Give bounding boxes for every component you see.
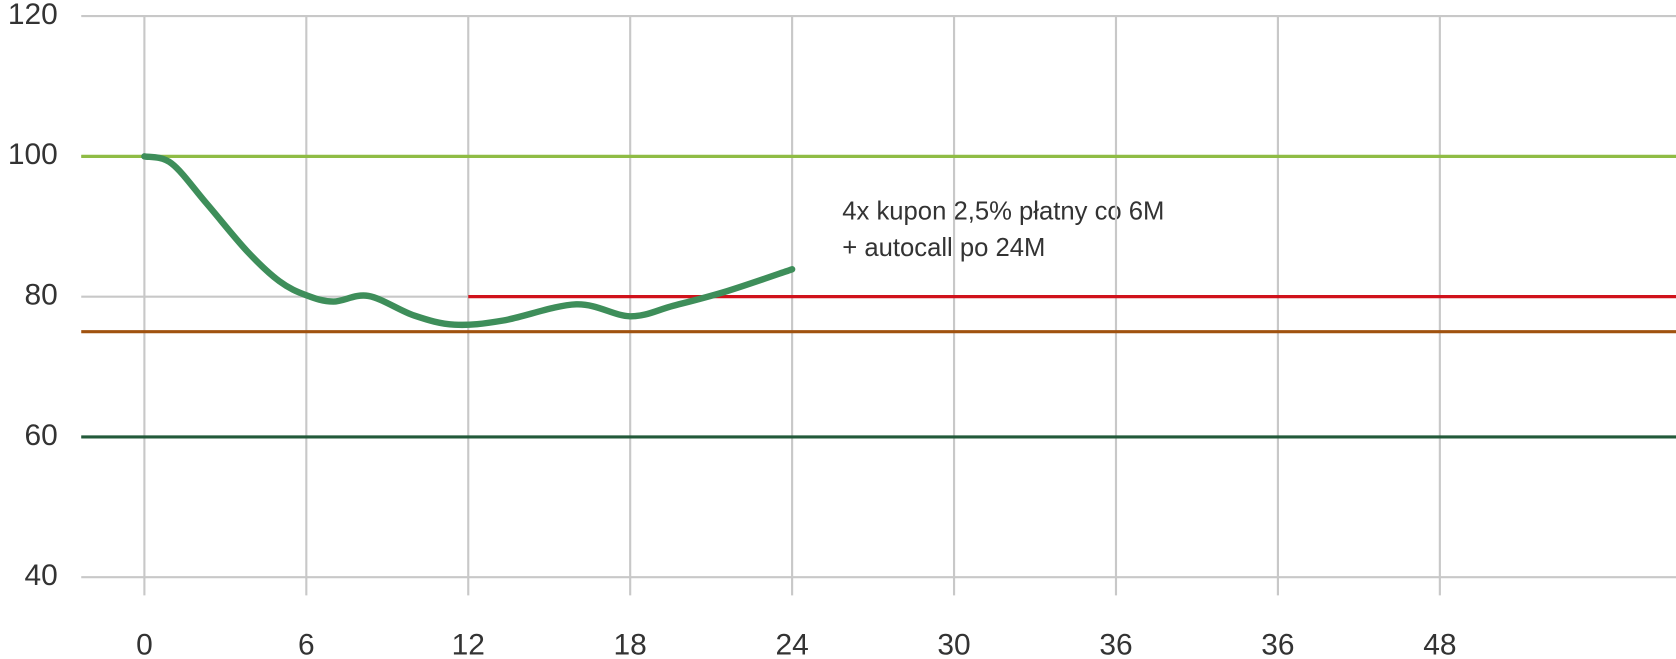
x-tick-label: 48: [1423, 629, 1456, 659]
x-tick-label: 6: [298, 629, 315, 659]
x-tick-label: 30: [937, 629, 970, 659]
x-tick-label: 18: [614, 629, 647, 659]
x-tick-label: 36: [1099, 629, 1132, 659]
y-tick-label: 60: [24, 419, 57, 452]
y-tick-label: 120: [8, 0, 58, 31]
annotation: 4x kupon 2,5% płatny co 6M: [842, 198, 1164, 226]
y-tick-label: 80: [24, 279, 57, 312]
x-tick-label: 0: [136, 629, 153, 659]
x-tick-label: 12: [452, 629, 485, 659]
x-tick-label: 24: [775, 629, 808, 659]
annotation: + autocall po 24M: [842, 234, 1045, 262]
y-tick-label: 100: [8, 138, 58, 171]
data-line: [141, 153, 796, 329]
x-tick-label: 36: [1261, 629, 1294, 659]
y-tick-label: 40: [24, 559, 57, 592]
